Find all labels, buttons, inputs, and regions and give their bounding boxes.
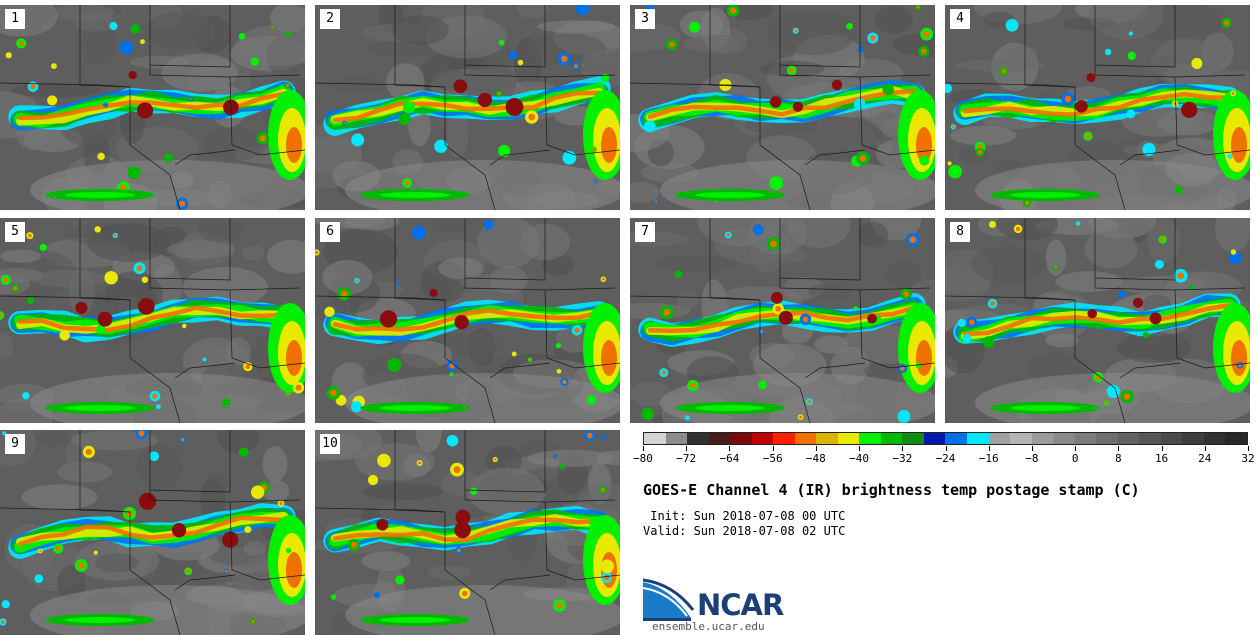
panel-label: 8 <box>950 222 970 242</box>
colorbar-tick <box>988 446 990 451</box>
map-panel-10: 10 <box>315 430 620 635</box>
colorbar-segment <box>773 433 795 444</box>
map-panel-6: 6 <box>315 218 620 423</box>
colorbar-segment <box>687 433 709 444</box>
colorbar-tick-label: 32 <box>1241 452 1255 465</box>
map-panel-2: 2 <box>315 5 620 210</box>
satellite-ir-map <box>630 218 935 423</box>
colorbar-tick-label: −48 <box>805 452 826 465</box>
colorbar-segment <box>1139 433 1161 444</box>
map-panel-1: 1 <box>0 5 305 210</box>
map-panel-7: 7 <box>630 218 935 423</box>
colorbar-tick-label: 24 <box>1198 452 1212 465</box>
satellite-ir-map <box>630 5 935 210</box>
colorbar-tick <box>1161 446 1163 451</box>
colorbar-tick <box>1118 446 1120 451</box>
colorbar-segment <box>880 433 903 444</box>
colorbar-tick-label: −80 <box>633 452 653 465</box>
satellite-ir-map <box>945 5 1250 210</box>
colorbar-segment <box>902 433 924 444</box>
colorbar-tick-label: 16 <box>1154 452 1169 465</box>
colorbar-segment <box>966 433 989 444</box>
colorbar-segment <box>644 433 666 444</box>
colorbar-tick <box>686 446 688 451</box>
colorbar-tick-label: −8 <box>1025 452 1039 465</box>
colorbar <box>643 432 1248 445</box>
panel-label: 1 <box>5 9 25 29</box>
panel-label: 10 <box>320 434 340 454</box>
colorbar-segment <box>708 433 731 444</box>
colorbar-segment <box>665 433 688 444</box>
panel-label: 5 <box>5 222 25 242</box>
colorbar-tick-label: 8 <box>1115 452 1122 465</box>
colorbar-segment <box>751 433 774 444</box>
colorbar-segment <box>923 433 946 444</box>
colorbar-tick <box>1075 446 1077 451</box>
colorbar-tick-label: −72 <box>676 452 697 465</box>
logo-wordmark: NCAR <box>697 588 784 622</box>
figure-title: GOES-E Channel 4 (IR) brightness temp po… <box>643 481 1140 499</box>
colorbar-segment <box>816 433 838 444</box>
satellite-ir-map <box>315 218 620 423</box>
colorbar-tick-label: −32 <box>892 452 913 465</box>
satellite-ir-map <box>0 218 305 423</box>
colorbar-segment <box>988 433 1011 444</box>
colorbar-tick-label: −56 <box>762 452 783 465</box>
satellite-ir-map <box>945 218 1250 423</box>
colorbar-tick <box>859 446 861 451</box>
colorbar-tick <box>643 446 644 451</box>
colorbar-tick-label: −24 <box>935 452 956 465</box>
colorbar-tick <box>1204 446 1206 451</box>
colorbar-ticks: −80 −72 −64 −56 −48 −40 −32 −24 −16 −8 0 8 16 24 32 <box>633 446 1255 468</box>
colorbar-segment <box>859 433 881 444</box>
colorbar-segment <box>1182 433 1204 444</box>
colorbar-tick-label: −64 <box>719 452 740 465</box>
ncar-logo-icon <box>643 578 695 621</box>
colorbar-tick <box>815 446 817 451</box>
panel-label: 6 <box>320 222 340 242</box>
panel-label: 4 <box>950 9 970 29</box>
panel-label: 2 <box>320 9 340 29</box>
colorbar-tick <box>1248 446 1249 451</box>
colorbar-tick-label: −40 <box>849 452 869 465</box>
colorbar-segment <box>1053 433 1075 444</box>
colorbar-segment <box>1010 433 1032 444</box>
map-panel-8: 8 <box>945 218 1250 423</box>
colorbar-tick <box>772 446 774 451</box>
satellite-ir-map <box>315 430 620 635</box>
source-url[interactable]: ensemble.ucar.edu <box>652 620 765 633</box>
colorbar-segment <box>730 433 752 444</box>
valid-time: Valid: Sun 2018-07-08 02 UTC <box>643 524 846 538</box>
colorbar-segment <box>1096 433 1118 444</box>
map-panel-4: 4 <box>945 5 1250 210</box>
colorbar-segment <box>837 433 860 444</box>
colorbar-tick <box>1031 446 1033 451</box>
colorbar-segment <box>1203 433 1226 444</box>
colorbar-tick <box>945 446 947 451</box>
colorbar-tick-label: 0 <box>1071 452 1079 465</box>
colorbar-segment <box>794 433 817 444</box>
colorbar-segment <box>1031 433 1054 444</box>
colorbar-tick <box>729 446 731 451</box>
satellite-ir-map <box>0 430 305 635</box>
satellite-ir-map <box>0 5 305 210</box>
map-panel-3: 3 <box>630 5 935 210</box>
map-panel-9: 9 <box>0 430 305 635</box>
colorbar-tick-label: −16 <box>978 452 999 465</box>
satellite-ir-map <box>315 5 620 210</box>
panel-label: 9 <box>5 434 25 454</box>
map-panel-5: 5 <box>0 218 305 423</box>
colorbar-tick <box>902 446 904 451</box>
colorbar-segment <box>945 433 967 444</box>
init-time: Init: Sun 2018-07-08 00 UTC <box>643 509 846 523</box>
panel-label: 7 <box>635 222 655 242</box>
colorbar-segment <box>1225 433 1247 444</box>
colorbar-segment <box>1160 433 1183 444</box>
panel-label: 3 <box>635 9 655 29</box>
colorbar-segment <box>1074 433 1097 444</box>
colorbar-segment <box>1117 433 1140 444</box>
